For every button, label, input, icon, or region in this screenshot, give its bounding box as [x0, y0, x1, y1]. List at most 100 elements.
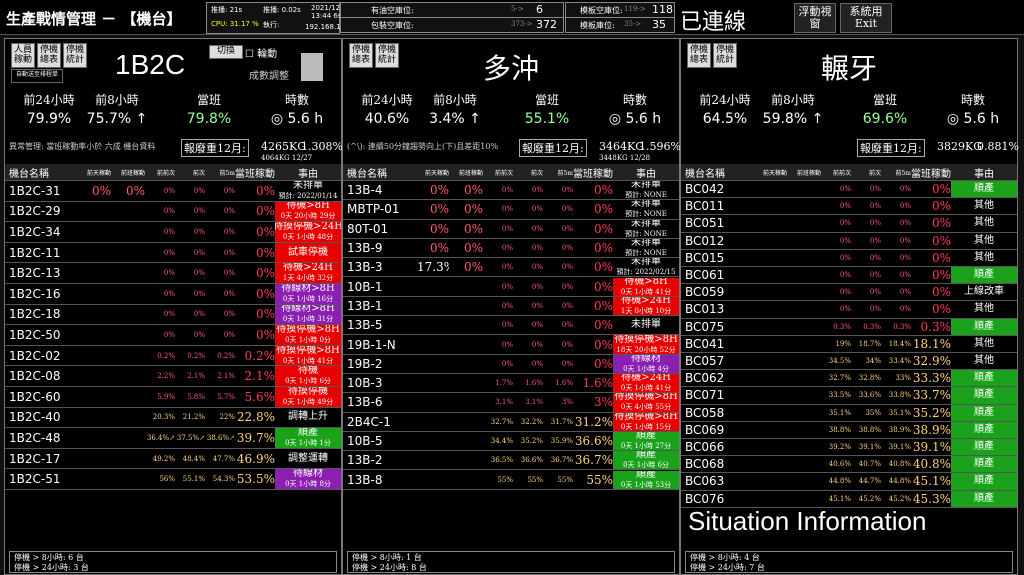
machine-row: 1B2C-16 0% 0% 0% 0% 待線材>8H 0天 1小時 16分 [5, 284, 341, 305]
rate-cell: 31.2% [574, 414, 613, 429]
storage-box: 有油空庫位: 5-> 6 [340, 2, 564, 18]
rate-cell: 0% [839, 253, 851, 262]
rate-cell: 0.2% [217, 351, 235, 360]
reason: 待線材>8H [281, 304, 335, 315]
rate-cell: 3% [561, 398, 573, 407]
rate-cell: 2.2% [157, 372, 175, 381]
rate-cell: 36.4%↗ [146, 433, 175, 442]
rate-cell: 0% [429, 202, 449, 217]
rate-cell: 18.1% [912, 336, 951, 351]
rate-cell: 0% [223, 330, 235, 339]
reason-cell: 其他 [951, 233, 1017, 249]
rate-cell: 0% [501, 263, 513, 272]
machine-row: 2B4C-1 32.7% 32.2% 31.7% 31.2% 待摸停機>8H 0天 1小時 … [343, 412, 679, 432]
rate-cell: 0% [255, 183, 275, 198]
storage-label: 有油空庫位: [371, 6, 414, 15]
machine-name: 1B2C-60 [9, 389, 61, 404]
panel-button[interactable]: 停機總表 [37, 43, 61, 68]
rate-cell: 20.3% [152, 413, 175, 422]
panel-button[interactable]: 停機總表 [349, 43, 373, 68]
rate-cell: 21.2% [182, 413, 205, 422]
stat-label: 前24小時 [23, 93, 75, 107]
column-header: 前次 [192, 169, 205, 177]
machine-name: BC041 [685, 336, 725, 351]
storage-label: 模板空庫位: [580, 6, 623, 15]
machine-row: BC058 35.1% 35% 35.1% 35.2% 順產 [681, 404, 1017, 422]
switch-button[interactable]: 切換 [209, 45, 243, 59]
panel-title: 多沖 [482, 52, 539, 85]
reason-cell: 待摸停機 0天 1小時 49分 [275, 387, 341, 407]
reason-cell: 上線改車 [951, 284, 1017, 300]
column-header: 前5m [557, 169, 573, 177]
machine-row: BC075 0.3% 0.3% 0.3% 0.3% 順產 [681, 318, 1017, 336]
rate-cell: 19% [835, 339, 851, 348]
auto-schedule[interactable]: 自動送至排程单 [11, 69, 63, 83]
rate-cell: 0% [561, 359, 573, 368]
header-button[interactable]: 系統用 Exit [840, 3, 892, 33]
machine-row: BC071 33.5% 33.6% 33.8% 33.7% 順產 [681, 387, 1017, 405]
machine-name: BC063 [685, 474, 725, 489]
stat-value: 75.7% ↑ [86, 111, 148, 127]
reason-cell: 順產 0天 1小時 6分 [613, 451, 679, 470]
rate-cell: 33.5% [828, 391, 851, 400]
reason: 待摸停機>8H [614, 393, 678, 403]
machine-name: 13B-1 [347, 298, 383, 313]
panel-button[interactable]: 停機總表 [687, 43, 711, 68]
stat-value: ◎ 5.6 h [946, 111, 1000, 127]
panel-button[interactable]: 停機統計 [63, 43, 87, 68]
machine-row: 1B2C-40 20.3% 21.2% 22% 22.8% 調轉上升 [5, 408, 341, 429]
stat-label: 前8小時 [433, 93, 477, 107]
panel-button[interactable]: 停機統計 [375, 43, 399, 68]
rate-cell: 34.5% [828, 357, 851, 366]
panel-button[interactable]: 停機統計 [713, 43, 737, 68]
reason: 順產 [974, 423, 994, 435]
machine-row: 1B2C-17 49.2% 48.4% 47.7% 46.9% 調整運轉 [5, 449, 341, 470]
rate-cell: 48.4% [182, 454, 205, 463]
reason-cell: 其他 [951, 250, 1017, 266]
rate-cell: 38.8% [828, 425, 851, 434]
reason: 待摸停機 [288, 387, 328, 397]
scrap-label: 報廢重12月: [181, 139, 249, 157]
machine-row: 13B-4 0% 0% 0% 0% 0% 0% 未排單 預計: NONE [343, 181, 679, 201]
rate-cell: 2.1% [244, 369, 276, 384]
rate-cell: 0% [463, 241, 483, 256]
rate-cell: 0% [931, 250, 951, 265]
status-text: 192.168.168.104 [305, 23, 366, 31]
rate-cell: 0% [593, 298, 613, 313]
rate-cell: 44.8% [888, 477, 911, 486]
rate-cell: 0% [869, 288, 881, 297]
reason: 未排單 [631, 258, 661, 268]
rate-cell: 0% [501, 321, 513, 330]
reason: 順產 [974, 475, 994, 487]
reason: 上線改車 [964, 286, 1004, 298]
rate-cell: 35.1% [888, 408, 911, 417]
column-header: 前前次 [156, 169, 175, 177]
rate-cell: 1.6% [525, 379, 543, 388]
scrap-pct: 1.308% [301, 140, 343, 153]
reason-cell: 未排單 預計: NONE [613, 181, 679, 199]
rate-cell: 0% [593, 279, 613, 294]
rate-cell: 38.6%↗ [206, 433, 235, 442]
panel-button[interactable]: 人員稼動 [11, 43, 35, 68]
rate-cell: 0% [463, 260, 483, 275]
reason: 順產 [974, 269, 994, 281]
rate-cell: 0% [255, 266, 275, 281]
rate-cell: 0% [839, 185, 851, 194]
rate-cell: 0% [163, 248, 175, 257]
reason: 順產 [974, 441, 994, 453]
rate-cell: 0% [223, 227, 235, 236]
header-button[interactable]: 浮動視窗 [794, 3, 836, 33]
machine-row: 1B2C-18 0% 0% 0% 0% 待線材>8H 0天 1小時 31分 [5, 304, 341, 326]
rate-cell: 1.6% [582, 376, 614, 391]
reason-cell: 待機>24H 1天 4小時 32分 [275, 263, 341, 283]
column-header: 事由 [974, 168, 994, 180]
rate-cell: 0% [531, 244, 543, 253]
reason-cell: 未排單 預計: 2022/02/15 [613, 258, 679, 276]
reason-detail: 預計: NONE [625, 249, 667, 258]
machine-name: 1B2C-40 [9, 410, 61, 425]
machine-row: BC041 19% 18.7% 18.4% 18.1% 其他 [681, 336, 1017, 353]
rate-cell: 5.8% [187, 392, 205, 401]
reason: 待機>8H [286, 201, 330, 212]
rate-cell: 0% [899, 219, 911, 228]
